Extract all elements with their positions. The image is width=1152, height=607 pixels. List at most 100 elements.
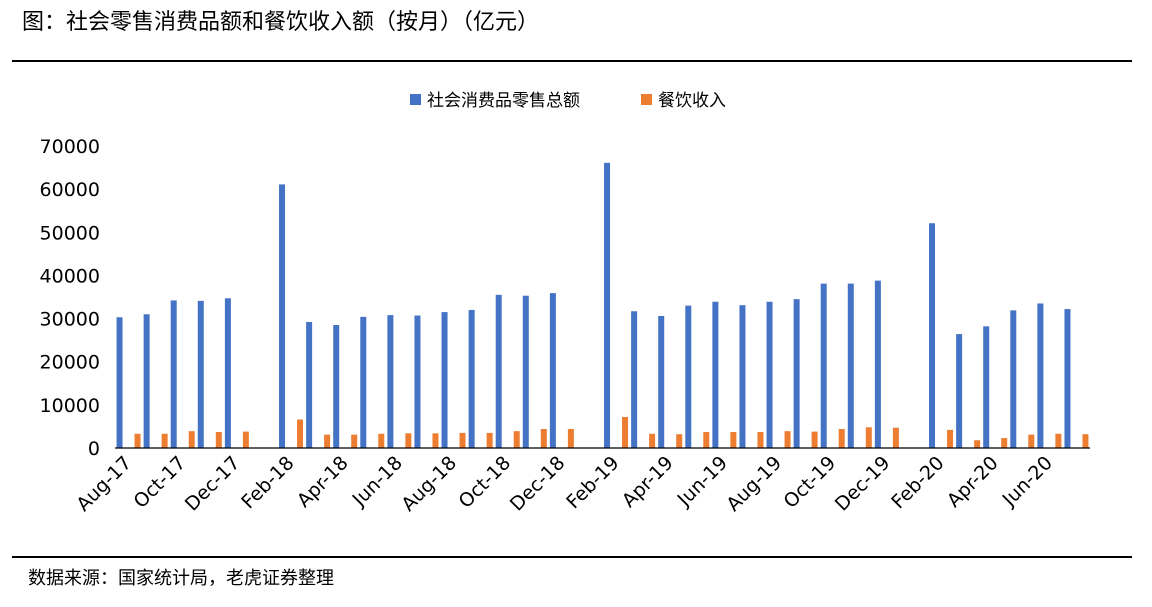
bar-retail [766, 301, 773, 448]
bar-retail [685, 305, 692, 448]
x-tick-label: Dec-17 [181, 452, 245, 516]
bar-retail [712, 301, 719, 448]
legend: 社会消费品零售总额 餐饮收入 [410, 91, 726, 111]
bar-retail [279, 184, 286, 448]
x-tick-label: Aug-17 [72, 452, 136, 516]
bar-catering [486, 432, 493, 448]
bar-retail [1064, 309, 1071, 448]
legend-retail-swatch [410, 94, 421, 105]
bar-retail [468, 309, 475, 448]
bar-retail [604, 162, 611, 448]
bar-catering [1028, 434, 1035, 448]
x-tick-label: Apr-20 [943, 452, 1003, 512]
bar-retail [793, 299, 800, 448]
bar-retail [847, 283, 854, 448]
bar-catering [730, 432, 737, 448]
bar-retail [522, 295, 529, 448]
bar-catering [540, 429, 547, 448]
bar-catering [1055, 433, 1062, 448]
bar-retail [414, 315, 421, 448]
bar-catering [622, 416, 629, 448]
bar-retail [387, 315, 394, 448]
y-tick-label: 20000 [40, 352, 100, 374]
bar-retail [820, 283, 827, 448]
legend-catering-label: 餐饮收入 [658, 91, 726, 111]
bar-retail [956, 334, 963, 448]
x-axis: Aug-17Oct-17Dec-17Feb-18Apr-18Jun-18Aug-… [72, 452, 1057, 516]
legend-retail-label: 社会消费品零售总额 [427, 91, 580, 111]
y-tick-label: 50000 [40, 222, 100, 244]
x-tick-label: Oct-17 [130, 452, 191, 513]
x-tick-label: Dec-18 [506, 452, 570, 516]
x-tick-label: Aug-18 [397, 452, 461, 516]
bar-catering [215, 432, 222, 448]
bar-catering [811, 431, 818, 448]
bar-catering [649, 433, 656, 448]
x-tick-label: Apr-18 [293, 452, 353, 512]
bar-catering [351, 434, 358, 448]
bar-retail [306, 322, 313, 448]
bar-retail [631, 311, 638, 448]
bar-retail [495, 294, 502, 448]
bar-catering [161, 433, 168, 448]
y-axis: 0 10000 20000 30000 40000 50000 60000 70000 [40, 136, 100, 460]
bar-catering [974, 440, 981, 448]
y-tick-label: 70000 [40, 136, 100, 158]
x-tick-label: Oct-18 [455, 452, 516, 513]
x-tick-label: Feb-18 [237, 452, 298, 513]
bar-retail [739, 305, 746, 448]
bar-catering [405, 433, 412, 448]
top-rule [12, 60, 1132, 62]
bar-catering [432, 433, 439, 448]
y-tick-label: 60000 [40, 179, 100, 201]
bar-retail [874, 280, 881, 448]
y-tick-label: 0 [88, 438, 100, 460]
bar-retail [170, 300, 177, 448]
bar-retail [929, 223, 936, 448]
chart: 社会消费品零售总额 餐饮收入 0 10000 20000 30000 40000 5000… [40, 91, 1090, 516]
bar-catering [865, 427, 872, 448]
bar-retail [197, 300, 204, 448]
source-note: 数据来源：国家统计局，老虎证券整理 [28, 568, 334, 589]
bar-catering [676, 434, 683, 448]
bar-retail [658, 315, 665, 448]
x-tick-label: Jun-20 [998, 452, 1057, 511]
page-title: 图：社会零售消费品额和餐饮收入额（按月）（亿元） [22, 10, 540, 35]
bar-catering [1082, 434, 1089, 448]
bar-catering [703, 432, 710, 448]
y-tick-label: 10000 [40, 395, 100, 417]
x-tick-label: Jun-18 [348, 452, 407, 511]
bar-catering [188, 431, 195, 448]
x-tick-label: Dec-19 [831, 452, 895, 516]
bar-catering [1001, 438, 1008, 448]
x-tick-label: Feb-19 [562, 452, 623, 513]
bar-retail [224, 298, 231, 448]
x-tick-label: Apr-19 [618, 452, 678, 512]
x-tick-label: Jun-19 [673, 452, 732, 511]
bar-catering [947, 429, 954, 448]
bar-retail [1010, 310, 1017, 448]
x-tick-label: Feb-20 [887, 452, 948, 513]
bar-catering [459, 432, 466, 448]
bar-retail [360, 316, 367, 448]
bar-retail [1037, 303, 1044, 448]
bar-catering [324, 434, 331, 448]
bar-catering [838, 429, 845, 448]
y-tick-label: 30000 [40, 309, 100, 331]
x-tick-label: Oct-19 [780, 452, 841, 513]
bar-catering [242, 431, 249, 448]
bar-retail [333, 325, 340, 448]
bar-catering [297, 419, 304, 448]
bar-retail [116, 317, 123, 448]
bars [116, 162, 1089, 448]
legend-catering-swatch [641, 94, 652, 105]
bar-catering [892, 427, 899, 448]
bottom-rule [12, 556, 1132, 558]
bar-retail [549, 293, 556, 448]
bar-retail [983, 326, 990, 448]
bar-catering [134, 433, 141, 448]
bar-catering [378, 433, 385, 448]
bar-catering [757, 432, 764, 448]
bar-retail [143, 314, 150, 448]
bar-retail [441, 312, 448, 448]
